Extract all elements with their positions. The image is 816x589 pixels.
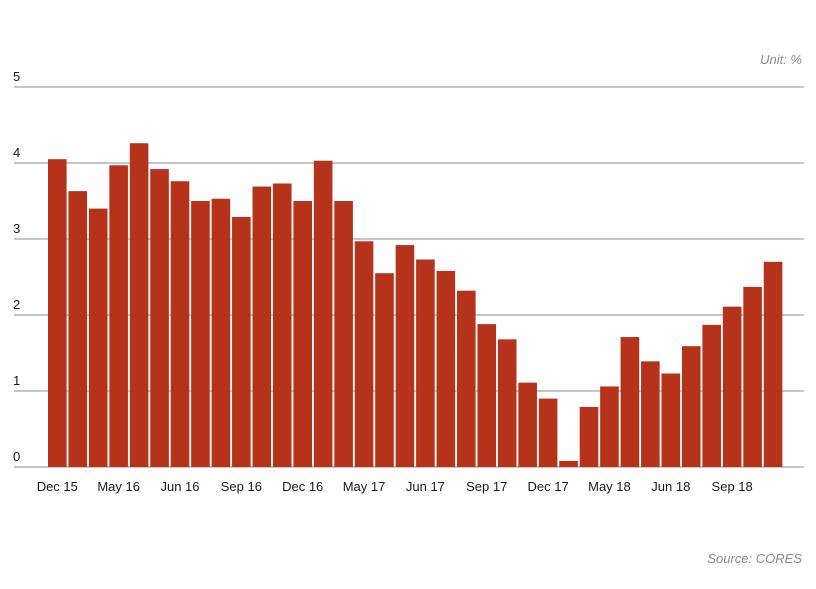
bar <box>272 183 292 467</box>
x-tick-label: May 16 <box>97 479 140 494</box>
y-tick-label: 5 <box>13 69 20 84</box>
y-tick-label: 2 <box>13 297 20 312</box>
bars <box>48 143 783 468</box>
bar <box>354 241 374 467</box>
x-tick-label: Sep 16 <box>221 479 262 494</box>
bar <box>334 201 353 467</box>
y-tick-label: 4 <box>13 145 20 160</box>
bar <box>395 245 415 467</box>
bar <box>375 273 394 467</box>
x-tick-label: Jun 17 <box>406 479 445 494</box>
bar <box>763 261 783 467</box>
bar <box>743 286 762 467</box>
x-tick-label: Dec 16 <box>282 479 323 494</box>
x-tick-label: Dec 15 <box>37 479 78 494</box>
bar <box>211 198 231 467</box>
bar <box>150 169 169 467</box>
bar <box>457 290 476 467</box>
bar <box>313 160 333 467</box>
bar <box>538 398 558 467</box>
bar <box>88 208 108 467</box>
bar <box>129 143 149 468</box>
bar <box>436 270 456 467</box>
bar <box>702 324 721 467</box>
x-tick-label: May 18 <box>588 479 631 494</box>
source-label: Source: CORES <box>707 551 802 566</box>
x-tick-label: May 17 <box>343 479 386 494</box>
y-tick-label: 1 <box>13 373 20 388</box>
bar <box>68 191 88 467</box>
bar <box>252 186 272 467</box>
x-tick-label: Sep 18 <box>712 479 753 494</box>
bar <box>293 201 312 467</box>
unit-label: Unit: % <box>760 52 802 67</box>
x-tick-label: Jun 16 <box>160 479 199 494</box>
bar <box>109 165 128 467</box>
bar <box>681 346 701 467</box>
bar <box>620 337 640 467</box>
bar <box>518 382 537 467</box>
bar <box>559 460 578 467</box>
bar <box>477 324 497 467</box>
x-tick-label: Dec 17 <box>527 479 568 494</box>
bar <box>661 373 681 467</box>
bar <box>600 386 619 467</box>
bar <box>191 201 210 467</box>
bar <box>170 181 190 468</box>
bar <box>416 259 435 467</box>
bar <box>232 216 251 467</box>
y-tick-label: 3 <box>13 221 20 236</box>
bar <box>641 361 660 467</box>
x-tick-label: Jun 18 <box>651 479 690 494</box>
bar <box>48 159 67 467</box>
bar <box>579 406 599 467</box>
bar <box>722 306 742 467</box>
x-tick-label: Sep 17 <box>466 479 507 494</box>
x-axis-ticks: Dec 15 May 16 Jun 16 Sep 16 Dec 16 May 17 Jun … <box>37 479 753 494</box>
y-axis-ticks: 0 1 2 3 4 5 <box>13 69 20 464</box>
bar <box>497 339 517 467</box>
y-tick-label: 0 <box>13 449 20 464</box>
